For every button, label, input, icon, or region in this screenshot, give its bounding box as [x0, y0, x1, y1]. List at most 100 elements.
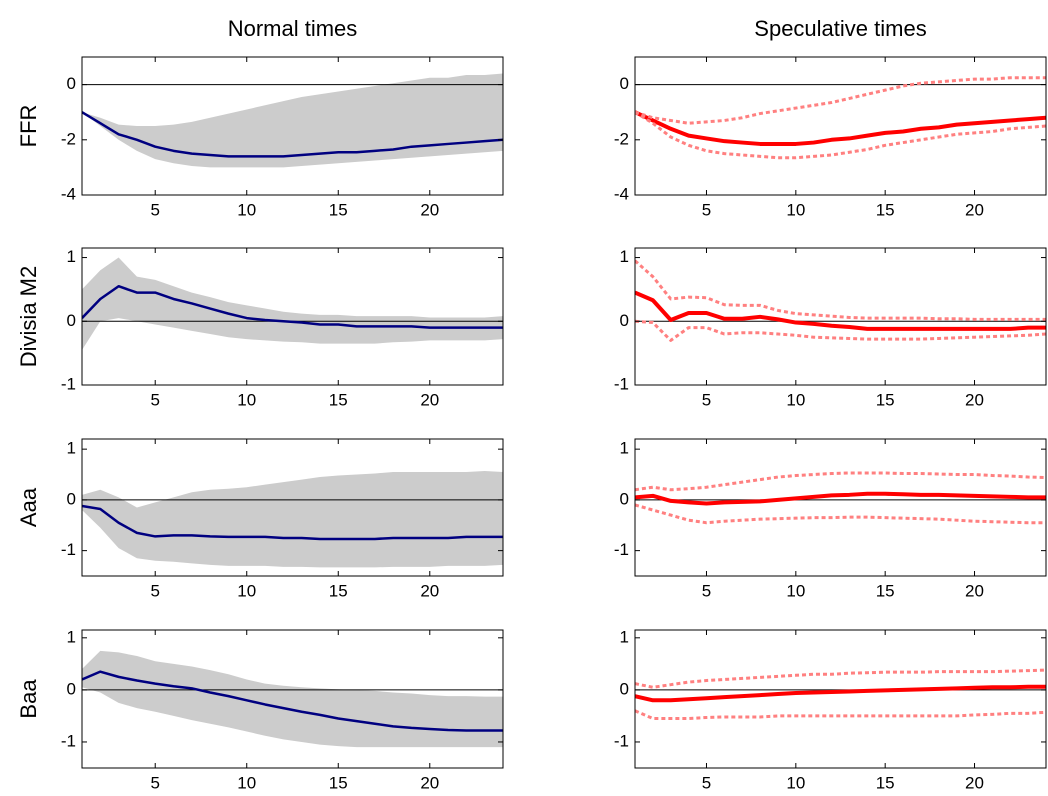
- x-tick-label: 10: [786, 581, 805, 600]
- axes-frame: [634, 56, 1047, 196]
- plot-content: [635, 76, 1046, 160]
- subplot: 5 10 15 20 -1 0 1 Aaa: [16, 438, 504, 600]
- y-tick-label: 1: [67, 247, 76, 266]
- response-line: [635, 491, 1046, 506]
- response-line: [82, 111, 503, 158]
- plot-content: [82, 73, 503, 168]
- y-tick-label: -2: [61, 129, 76, 148]
- response-line: [82, 284, 503, 329]
- column-title: Normal times: [228, 16, 358, 41]
- confidence-band: [82, 73, 503, 168]
- x-tick-label: 5: [702, 390, 711, 409]
- y-axis-label: Baa: [16, 679, 41, 719]
- y-tick-label: 1: [620, 627, 629, 646]
- y-tick-label: -2: [614, 129, 629, 148]
- bound-line: [635, 668, 1046, 689]
- x-tick-label: 15: [329, 390, 348, 409]
- x-tick-label: 20: [420, 200, 439, 219]
- subplot: 5 10 15 20 -1 0 1: [614, 438, 1047, 600]
- y-tick-label: 0: [620, 311, 629, 330]
- axes-frame: [634, 247, 1047, 386]
- x-tick-label: 10: [237, 773, 256, 792]
- y-tick-label: 0: [620, 679, 629, 698]
- axes-frame: [81, 56, 504, 196]
- axes-frame: [634, 629, 1047, 769]
- axes-frame: [81, 247, 504, 386]
- x-tick-label: 10: [786, 773, 805, 792]
- x-tick-label: 5: [150, 581, 159, 600]
- y-tick-label: 0: [67, 679, 76, 698]
- y-tick-label: 1: [67, 627, 76, 646]
- y-tick-label: 1: [67, 439, 76, 458]
- axes-frame: [81, 438, 504, 577]
- x-tick-label: 15: [329, 773, 348, 792]
- column-title: Speculative times: [754, 16, 926, 41]
- x-tick-label: 5: [150, 390, 159, 409]
- plot-content: [82, 650, 503, 748]
- y-tick-label: 0: [620, 489, 629, 508]
- x-tick-label: 10: [237, 390, 256, 409]
- subplot: 5 10 15 20 -1 0 1 Divisia M2: [16, 247, 504, 409]
- y-tick-label: 1: [620, 439, 629, 458]
- y-axis-label: Divisia M2: [16, 266, 41, 367]
- x-tick-label: 20: [965, 200, 984, 219]
- response-line: [635, 110, 1046, 146]
- bound-line: [635, 709, 1046, 721]
- y-tick-label: 0: [620, 74, 629, 93]
- bound-line: [635, 259, 1046, 321]
- axes-frame: [81, 629, 504, 769]
- bound-line: [635, 471, 1046, 492]
- response-line: [82, 504, 503, 541]
- x-tick-label: 15: [329, 581, 348, 600]
- axes-frame: [634, 438, 1047, 577]
- subplot: 5 10 15 20 -4 -2 0 Normal times FFR: [16, 16, 504, 219]
- x-tick-label: 10: [786, 390, 805, 409]
- x-tick-label: 20: [420, 773, 439, 792]
- x-tick-label: 10: [237, 200, 256, 219]
- x-tick-label: 15: [329, 200, 348, 219]
- x-tick-label: 15: [876, 390, 895, 409]
- bound-line: [635, 319, 1046, 342]
- y-tick-label: -1: [61, 731, 76, 750]
- subplot: 5 10 15 20 -1 0 1: [614, 627, 1047, 792]
- plot-content: [635, 668, 1046, 721]
- subplot: 5 10 15 20 -1 0 1 Baa: [16, 627, 504, 792]
- y-tick-label: -1: [61, 374, 76, 393]
- y-tick-label: 0: [67, 311, 76, 330]
- x-tick-label: 5: [702, 773, 711, 792]
- bound-line: [635, 503, 1046, 525]
- x-tick-label: 10: [237, 581, 256, 600]
- y-tick-label: -4: [614, 184, 629, 203]
- x-tick-label: 15: [876, 581, 895, 600]
- x-tick-label: 5: [702, 581, 711, 600]
- y-axis-label: Aaa: [16, 487, 41, 527]
- plot-content: [635, 259, 1046, 342]
- subplot: 5 10 15 20 -4 -2 0 Speculative times: [614, 16, 1047, 219]
- x-tick-label: 5: [150, 200, 159, 219]
- x-tick-label: 20: [965, 581, 984, 600]
- x-tick-label: 20: [420, 581, 439, 600]
- x-tick-label: 20: [965, 773, 984, 792]
- y-tick-label: -4: [61, 184, 76, 203]
- x-tick-label: 15: [876, 200, 895, 219]
- plot-content: [82, 470, 503, 568]
- y-tick-label: -1: [614, 374, 629, 393]
- x-tick-label: 15: [876, 773, 895, 792]
- bound-line: [635, 110, 1046, 160]
- x-tick-label: 20: [965, 390, 984, 409]
- y-tick-label: -1: [614, 540, 629, 559]
- plot-area: [635, 439, 1046, 576]
- confidence-band: [82, 650, 503, 748]
- y-tick-label: 1: [620, 247, 629, 266]
- subplot: 5 10 15 20 -1 0 1: [614, 247, 1047, 409]
- response-line: [635, 290, 1046, 331]
- plot-area: [635, 57, 1046, 195]
- plot-content: [635, 471, 1046, 525]
- x-tick-label: 5: [702, 200, 711, 219]
- x-tick-label: 20: [420, 390, 439, 409]
- y-axis-label: FFR: [16, 105, 41, 148]
- y-tick-label: 0: [67, 489, 76, 508]
- response-line: [82, 670, 503, 732]
- response-line: [635, 684, 1046, 703]
